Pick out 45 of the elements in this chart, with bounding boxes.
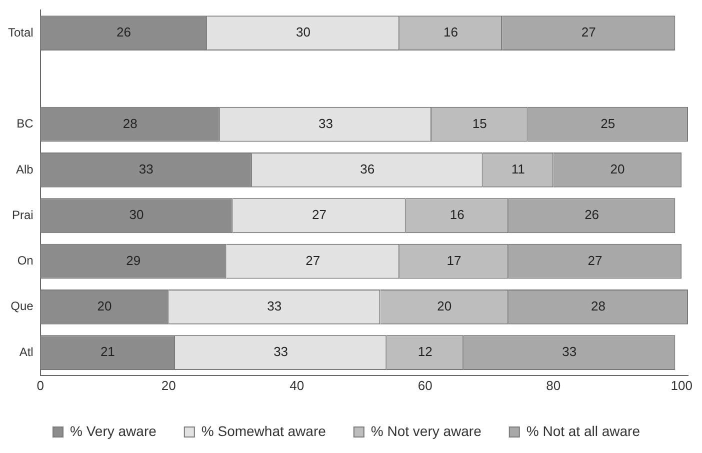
data-label: 21: [100, 344, 115, 360]
x-tick-label: 80: [546, 378, 561, 393]
data-label: 12: [418, 344, 432, 360]
data-label: 27: [312, 207, 327, 222]
x-tick-label: 40: [290, 378, 304, 393]
legend-label: % Very aware: [70, 422, 157, 439]
y-tick-label: Prai: [12, 208, 34, 222]
data-label: 11: [511, 162, 525, 177]
data-label: 26: [116, 24, 131, 40]
data-label: 28: [590, 298, 606, 314]
x-tick-label: 60: [418, 378, 432, 393]
y-tick-label: BC: [16, 116, 34, 131]
data-label: 33: [138, 162, 154, 177]
x-tick-label: 100: [670, 378, 692, 393]
data-label: 17: [446, 252, 462, 268]
data-label: 33: [318, 116, 333, 131]
x-tick-label: 0: [36, 378, 44, 393]
data-label: 29: [126, 252, 141, 268]
data-label: 33: [562, 344, 577, 360]
data-label: 27: [581, 24, 596, 40]
legend-label: % Not at all aware: [526, 422, 640, 439]
data-label: 30: [296, 24, 310, 40]
data-label: 28: [122, 116, 138, 131]
x-tick-label: 20: [161, 378, 176, 393]
data-label: 33: [274, 344, 288, 360]
data-label: 20: [610, 162, 625, 177]
data-label: 16: [450, 207, 464, 222]
legend-label: % Somewhat aware: [201, 422, 326, 439]
data-label: 26: [584, 207, 600, 222]
y-tick-label: Atl: [19, 344, 34, 359]
data-label: 20: [437, 298, 452, 314]
y-tick-label: Alb: [16, 162, 34, 176]
data-label: 27: [588, 252, 602, 268]
data-label: 16: [444, 24, 458, 40]
legend-label: % Not very aware: [370, 422, 482, 439]
y-tick-label: Que: [10, 299, 34, 314]
data-label: 33: [267, 298, 282, 314]
y-tick-label: On: [17, 254, 34, 268]
data-label: 27: [306, 252, 320, 268]
data-label: 30: [129, 207, 144, 222]
y-tick-label: Total: [8, 25, 34, 40]
data-label: 36: [360, 162, 375, 177]
data-label: 25: [600, 116, 616, 131]
data-label: 20: [97, 298, 112, 314]
data-label: 15: [472, 116, 487, 131]
